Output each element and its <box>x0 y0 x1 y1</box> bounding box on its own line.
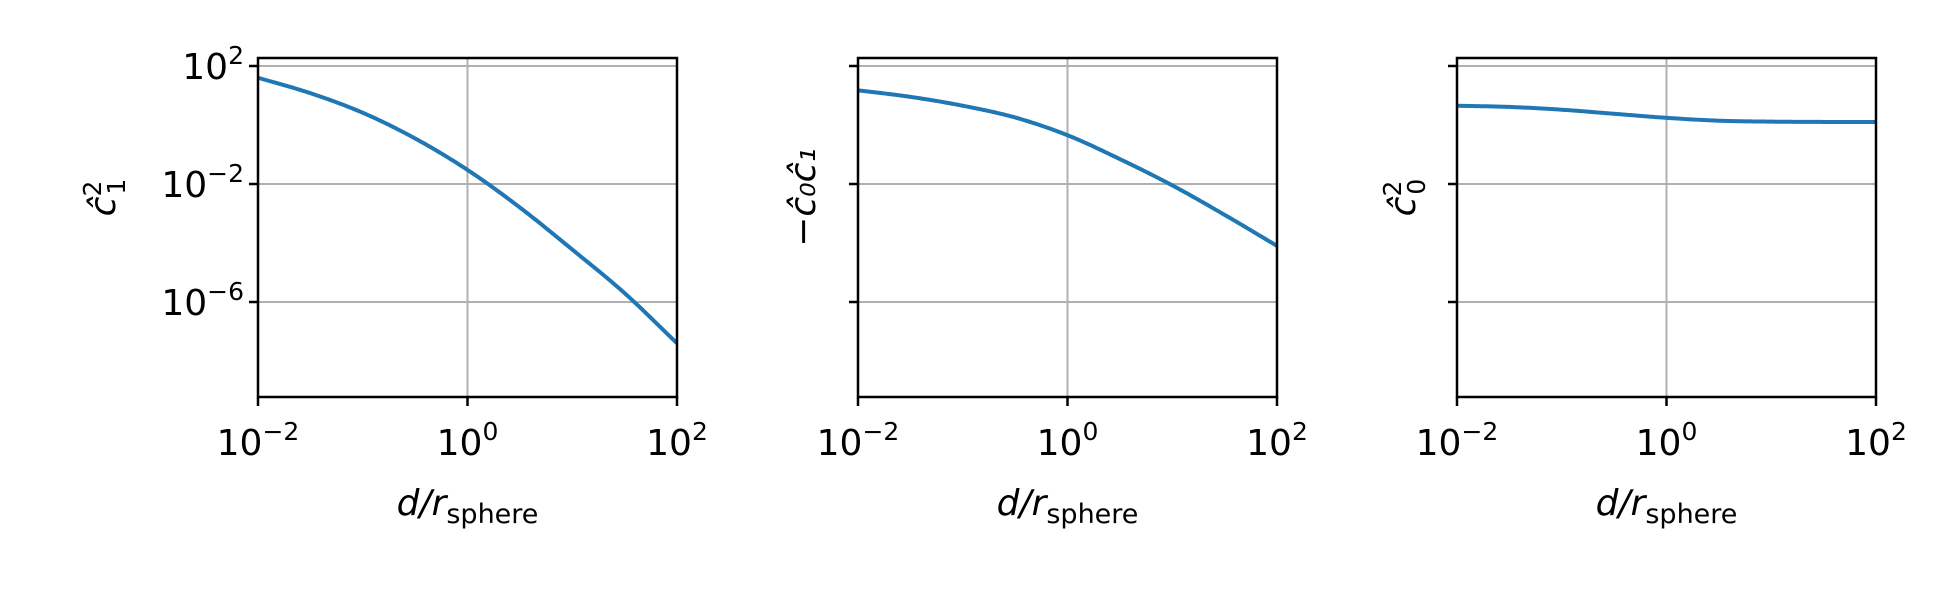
x-tick-label: 100 <box>1636 417 1698 464</box>
x-tick-label: 10−2 <box>217 417 300 464</box>
chart-panel-3: 10−2 100 102 d/rsphere ĉ20 <box>1378 56 1907 530</box>
x-tick-label: 102 <box>1246 417 1308 464</box>
chart-panel-1: 10−2 100 102 102 10−2 10−6 d/rsphere ĉ21 <box>78 41 708 530</box>
x-axis-label: d/rsphere <box>397 483 539 530</box>
y-axis-label: −ĉ₀ĉ₁ <box>783 148 824 247</box>
x-tick-label: 102 <box>1845 417 1907 464</box>
series-line-1 <box>1457 103 1876 125</box>
x-tick-label: 100 <box>437 417 499 464</box>
y-axis-label: ĉ20 <box>1378 179 1431 217</box>
x-tick-label: 102 <box>646 417 708 464</box>
series-line-1 <box>258 75 677 345</box>
x-tick-label: 10−2 <box>1416 417 1499 464</box>
y-tick-label: 10−2 <box>161 159 244 206</box>
y-tick-label: 102 <box>182 41 244 88</box>
y-tick-label: 10−6 <box>161 277 244 324</box>
x-tick-label: 100 <box>1037 417 1099 464</box>
x-axis-label: d/rsphere <box>1596 483 1738 530</box>
chart-panel-2: 10−2 100 102 d/rsphere −ĉ₀ĉ₁ <box>783 56 1308 530</box>
y-axis-label: ĉ21 <box>78 179 131 217</box>
x-axis-label: d/rsphere <box>997 483 1139 530</box>
x-tick-label: 10−2 <box>817 417 900 464</box>
series-line-1 <box>858 88 1277 248</box>
